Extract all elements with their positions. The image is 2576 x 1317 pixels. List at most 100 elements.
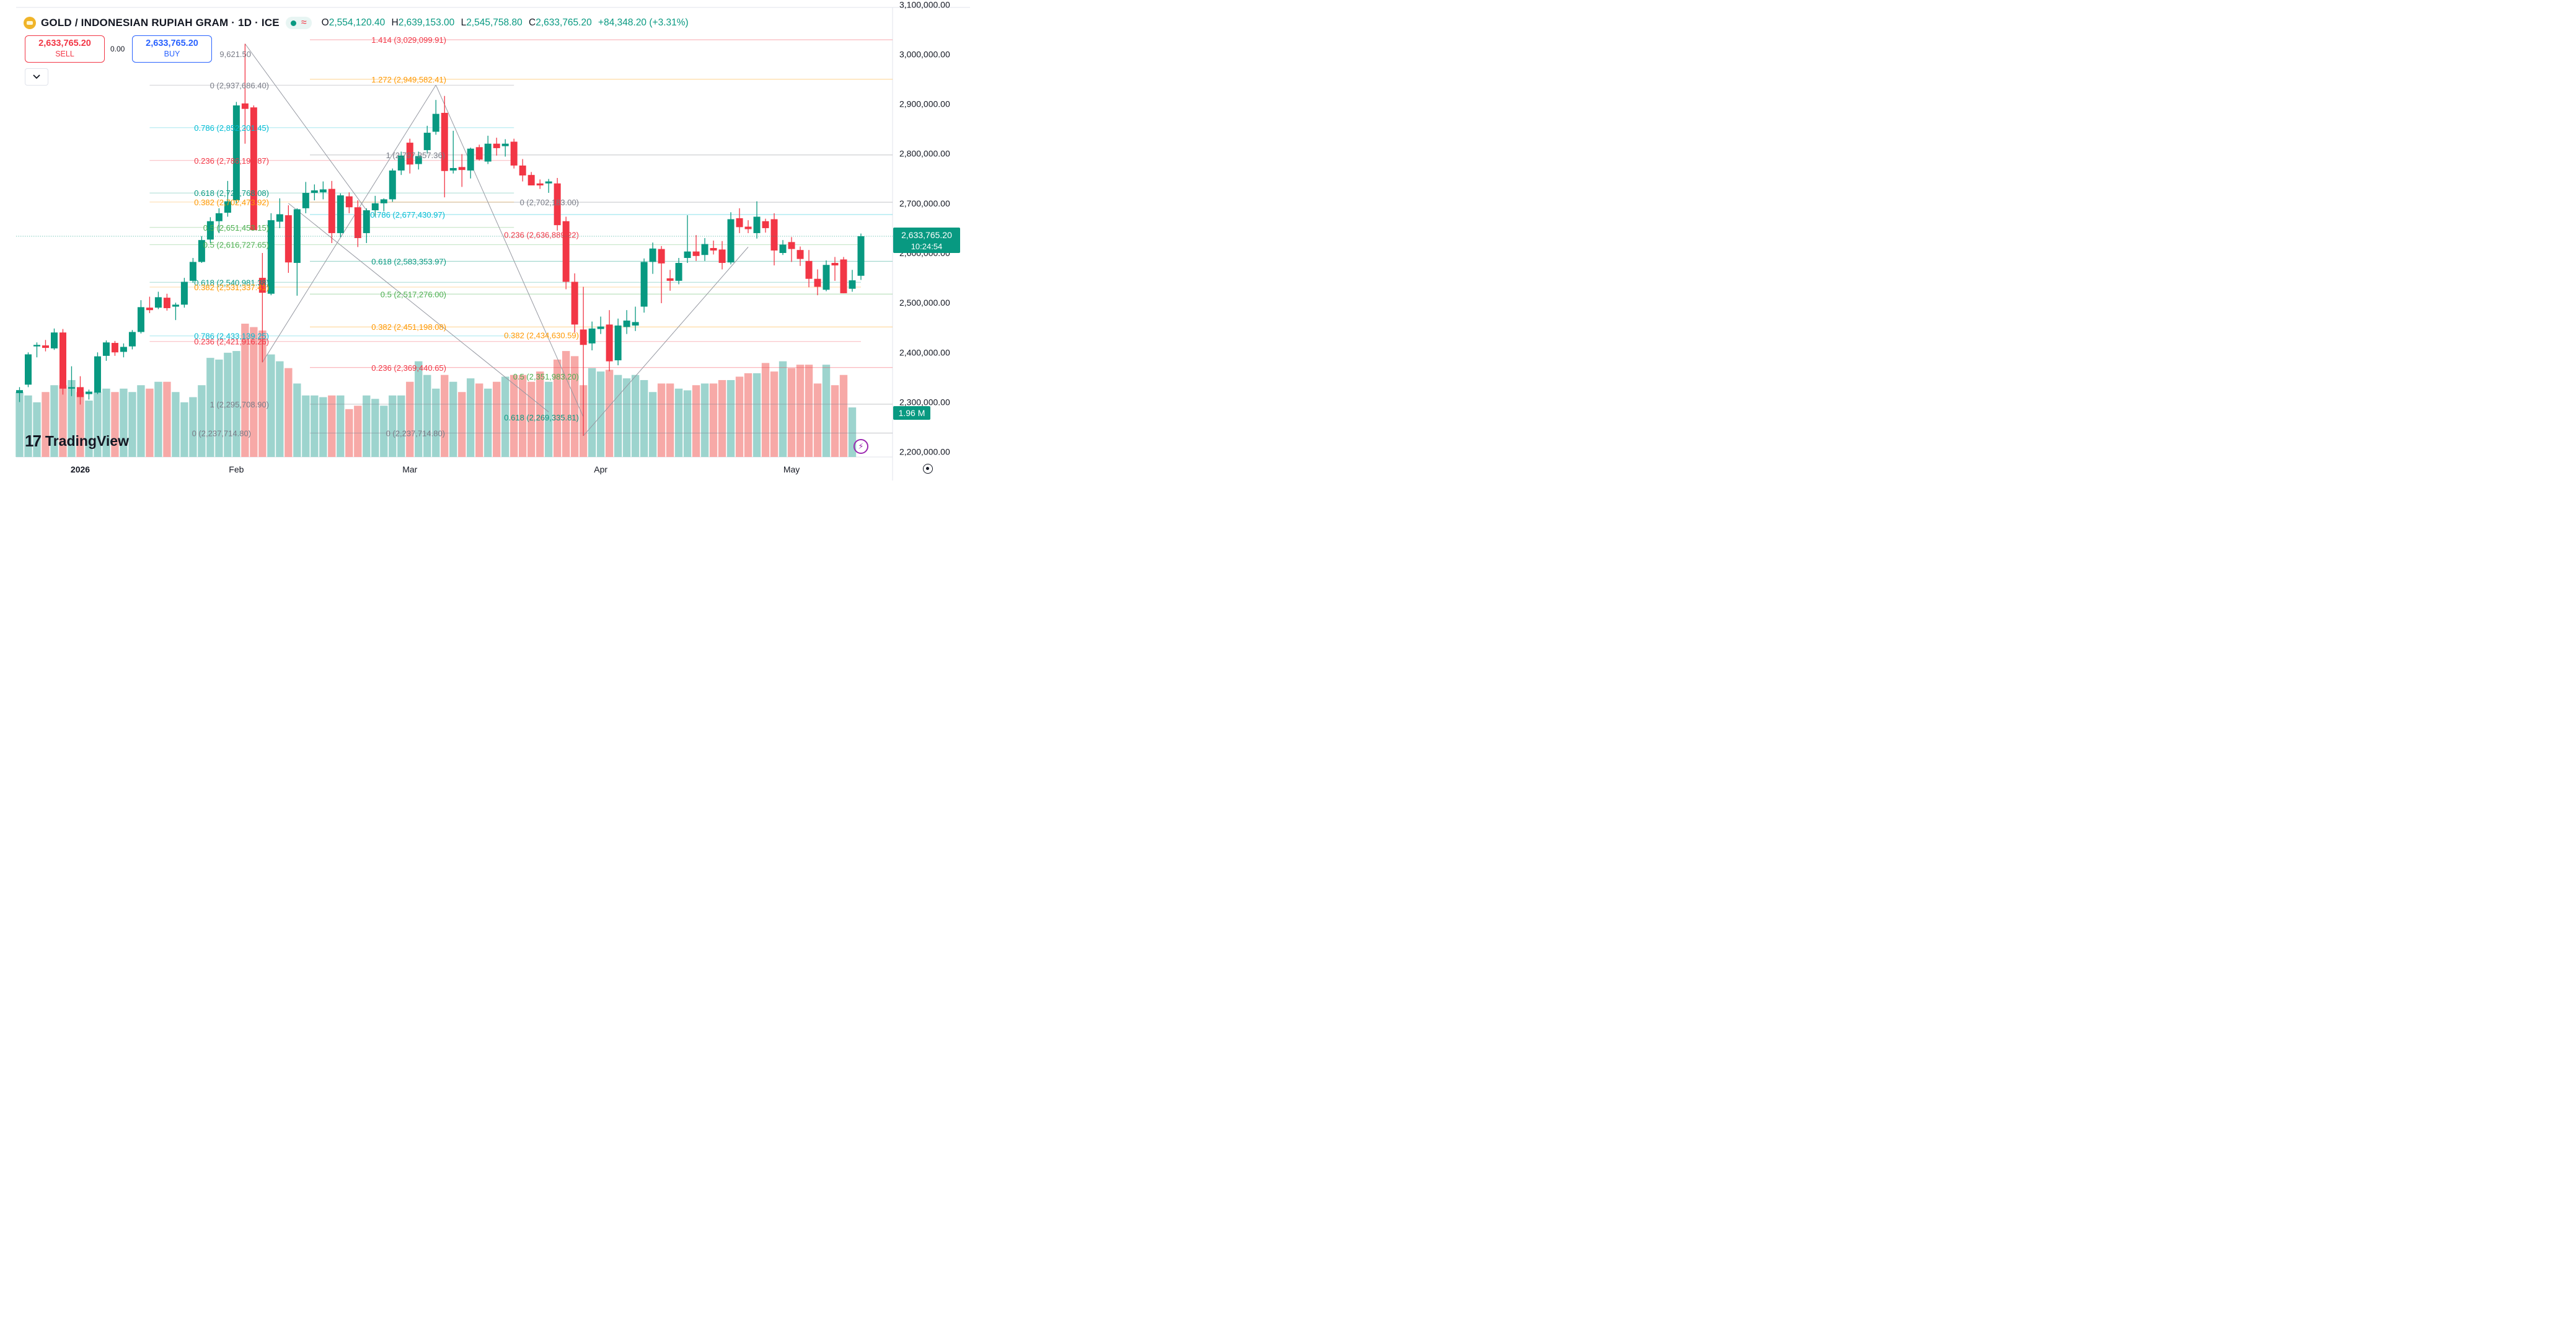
candle-body bbox=[727, 219, 734, 263]
collapse-button[interactable] bbox=[25, 68, 48, 86]
candle-body bbox=[232, 105, 240, 201]
fib-label: 0.382 (2,531,337.41) bbox=[194, 283, 269, 292]
volume-bar bbox=[805, 365, 813, 457]
tradingview-logo[interactable]: 17 TradingView bbox=[25, 432, 129, 451]
time-axis[interactable]: 2026 Feb Mar Apr May bbox=[71, 464, 800, 474]
y-tick-label: 2,200,000.00 bbox=[899, 447, 950, 457]
candle-body bbox=[363, 210, 370, 233]
y-tick-label: 2,700,000.00 bbox=[899, 198, 950, 208]
last-price-tag bbox=[893, 227, 960, 253]
price-chart[interactable]: 0.618 (2,720,768.08) 0 (2,937,686.40) 0.78… bbox=[0, 0, 970, 496]
candle-body bbox=[137, 307, 144, 332]
volume-bar bbox=[389, 395, 397, 457]
candle-body bbox=[458, 167, 465, 171]
market-status[interactable]: ≈ bbox=[285, 17, 312, 29]
y-tick-label: 3,100,000.00 bbox=[899, 0, 950, 9]
volume-bar bbox=[441, 375, 449, 457]
last-volume-tag bbox=[893, 406, 930, 420]
fib-label-partial: 9,621.50 bbox=[219, 50, 251, 59]
market-open-icon bbox=[290, 20, 296, 26]
sell-button[interactable]: 2,633,765.20 SELL bbox=[25, 35, 105, 63]
fib-label: 0.236 (2,786,193.87) bbox=[194, 156, 269, 166]
delay-wave-icon: ≈ bbox=[301, 17, 307, 28]
candle-body bbox=[111, 343, 118, 353]
fib-label: 0.618 (2,583,353.97) bbox=[371, 257, 446, 266]
volume-bar bbox=[371, 399, 379, 457]
x-tick-label: Apr bbox=[594, 464, 607, 474]
fib-label: 0.618 (2,540,981.38) bbox=[194, 278, 269, 287]
candle-body bbox=[493, 143, 500, 148]
candle-body bbox=[198, 240, 205, 262]
candle-body bbox=[389, 170, 396, 200]
candle-body bbox=[675, 263, 682, 281]
candle-body bbox=[536, 183, 544, 186]
volume-bar bbox=[527, 381, 536, 457]
candle-body bbox=[68, 387, 75, 389]
candle-body bbox=[718, 249, 726, 264]
volume-bar bbox=[33, 402, 41, 457]
volume-bar bbox=[172, 392, 180, 457]
candle-body bbox=[180, 282, 188, 305]
high-value: 2,639,153.00 bbox=[398, 17, 455, 28]
volume-bar bbox=[683, 390, 692, 457]
candle-body bbox=[319, 189, 327, 193]
volume-bar bbox=[224, 352, 232, 457]
candle-body bbox=[684, 251, 691, 259]
volume-bar bbox=[59, 385, 67, 457]
candle-body bbox=[432, 113, 439, 132]
close-label: C bbox=[529, 17, 536, 28]
volume-bar bbox=[250, 327, 258, 457]
volume-bar bbox=[796, 365, 805, 457]
x-tick-label: 2026 bbox=[71, 464, 90, 474]
candle-body bbox=[76, 387, 84, 397]
candle-body bbox=[50, 332, 58, 348]
last-price-value: 2,633,765.20 bbox=[901, 230, 952, 240]
volume-bar bbox=[319, 397, 327, 457]
candle-body bbox=[736, 218, 743, 228]
candle-body bbox=[285, 215, 292, 263]
symbol-title[interactable]: GOLD / INDONESIAN RUPIAH GRAM · 1D · ICE bbox=[41, 17, 280, 29]
price-axis[interactable]: 2,200,000.00 2,300,000.00 2,400,000.00 2,50… bbox=[899, 0, 950, 457]
y-tick-label: 2,900,000.00 bbox=[899, 99, 950, 109]
spread-value: 0.00 bbox=[110, 45, 125, 53]
candle-body bbox=[128, 332, 136, 347]
volume-bar bbox=[293, 383, 301, 457]
candle-body bbox=[311, 190, 318, 193]
candle-body bbox=[823, 265, 830, 290]
fib-label: 0.786 (2,852,201.45) bbox=[194, 123, 269, 133]
last-value-tags: 2,633,765.20 10:24:54 1.96 M bbox=[16, 227, 960, 420]
volume-bar bbox=[519, 375, 527, 457]
candle-body bbox=[345, 196, 353, 208]
fib-label: 0.5 (2,651,453.15) bbox=[203, 223, 269, 233]
high-label: H bbox=[391, 17, 399, 28]
volume-bar bbox=[163, 381, 171, 457]
volume-bar bbox=[614, 375, 622, 457]
candle-body bbox=[267, 220, 275, 294]
volume-bar bbox=[718, 379, 726, 457]
candle-body bbox=[753, 216, 761, 233]
volume-bar bbox=[735, 376, 744, 457]
buy-button[interactable]: 2,633,765.20 BUY bbox=[132, 35, 212, 63]
settings-icon[interactable] bbox=[923, 464, 933, 474]
candle-body bbox=[501, 143, 509, 146]
volume-bar bbox=[189, 397, 197, 457]
volume-bar bbox=[570, 356, 579, 457]
volume-bar bbox=[363, 395, 371, 457]
candle-body bbox=[24, 354, 32, 385]
y-tick-label: 2,800,000.00 bbox=[899, 149, 950, 159]
fibonacci-labels: 0.618 (2,720,768.08) 0 (2,937,686.40) 0.78… bbox=[192, 35, 579, 438]
low-label: L bbox=[461, 17, 467, 28]
y-tick-label: 2,300,000.00 bbox=[899, 397, 950, 407]
volume-bar bbox=[657, 383, 666, 457]
volume-bar bbox=[674, 388, 683, 457]
volume-bar bbox=[787, 368, 796, 457]
fib-label: 0.5 (2,517,276.00) bbox=[381, 290, 446, 299]
fib-label: 0.786 (2,677,430.97) bbox=[370, 210, 445, 220]
y-tick-label: 3,000,000.00 bbox=[899, 49, 950, 59]
sell-label: SELL bbox=[55, 50, 74, 58]
volume-bar bbox=[822, 365, 831, 457]
y-tick-label: 2,500,000.00 bbox=[899, 298, 950, 308]
volume-bar bbox=[302, 395, 310, 457]
lightning-icon[interactable]: ⚡ bbox=[854, 439, 868, 454]
volume-bar bbox=[562, 351, 570, 457]
